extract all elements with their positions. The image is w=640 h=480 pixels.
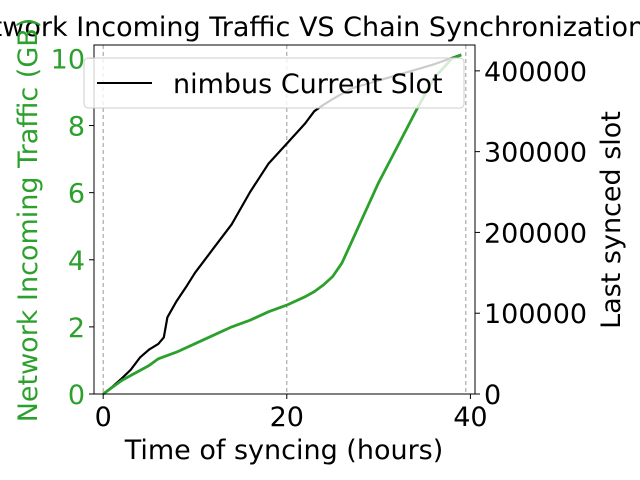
legend-label: nimbus Current Slot <box>173 69 443 100</box>
left-axis-label: Network Incoming Traffic (GB) <box>13 18 44 423</box>
x-axis-ticks: 0 20 40 <box>95 394 488 433</box>
right-tick-label: 100000 <box>484 299 587 330</box>
legend: nimbus Current Slot <box>83 57 465 109</box>
right-axis-label: Last synced slot <box>596 111 627 329</box>
right-axis-ticks: 0 100000 200000 300000 400000 <box>475 57 587 411</box>
legend-box <box>83 57 465 109</box>
traffic-series-line <box>102 53 462 396</box>
plot-frame <box>93 44 476 395</box>
left-tick-label: 8 <box>68 112 85 143</box>
x-tick-label: 20 <box>270 402 304 433</box>
right-tick-label: 0 <box>484 380 501 411</box>
x-tick-label: 40 <box>453 402 487 433</box>
chart-title: Network Incoming Traffic VS Chain Synchr… <box>0 12 640 43</box>
left-tick-label: 0 <box>68 380 85 411</box>
left-tick-label: 10 <box>51 44 85 75</box>
x-tick-label: 0 <box>95 402 112 433</box>
right-tick-label: 200000 <box>484 218 587 249</box>
left-tick-label: 6 <box>68 179 85 210</box>
left-tick-label: 4 <box>68 246 85 277</box>
left-tick-label: 2 <box>68 313 85 344</box>
right-tick-label: 300000 <box>484 138 587 169</box>
right-tick-label: 400000 <box>484 57 587 88</box>
left-axis-ticks: 0 2 4 6 8 10 <box>51 44 94 411</box>
x-axis-label: Time of syncing (hours) <box>124 435 444 466</box>
